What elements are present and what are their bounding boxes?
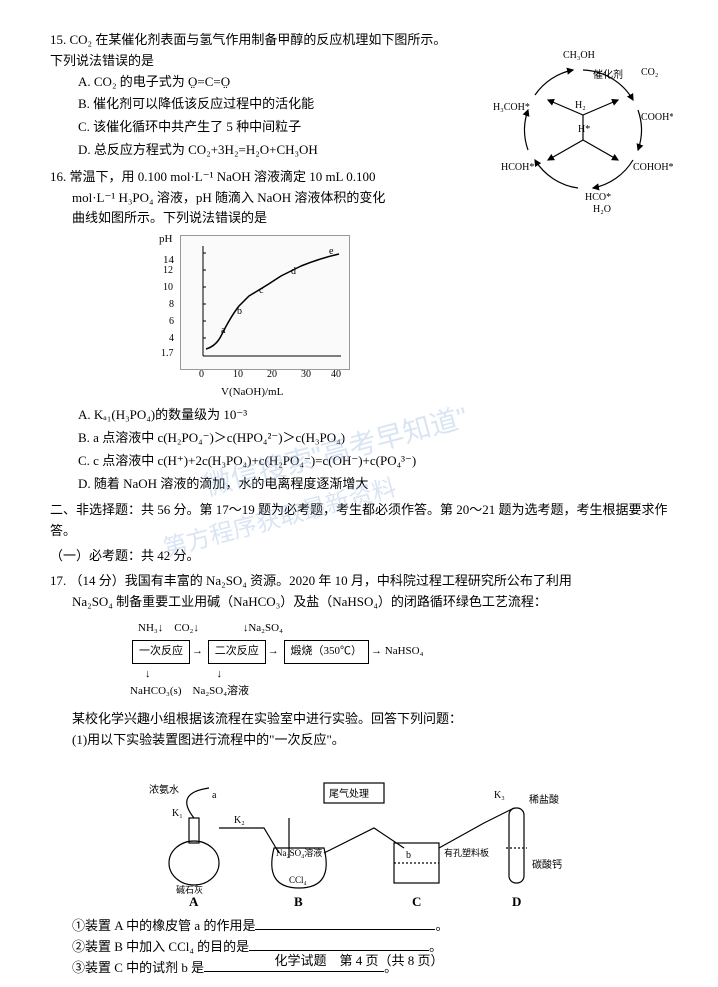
experiment-diagram: 浓氨水 K₁ K₂ a 尾气处理 K₃ 稀盐酸 Na₂SO₄溶液 CCl₄ 有孔… (134, 758, 584, 908)
q15-opt-d: D. 总反应方程式为 CO₂+3H₂=H₂O+CH₃OH (78, 140, 450, 161)
svg-text:COOH*: COOH* (641, 112, 673, 123)
chart-ylabel: pH 14 (163, 231, 174, 266)
q17-stem1: （14 分）我国有丰富的 Na₂SO₄ 资源。2020 年 10 月，中科院过程… (70, 573, 572, 588)
q15-stem: 15. (50, 32, 66, 47)
q16-opt-c: C. c 点溶液中 c(H⁺)+2c(H₃PO₄)+c(H₂PO₄⁻)=c(OH… (78, 451, 668, 472)
chart-xlabel: V(NaOH)/mL (221, 384, 283, 402)
q15-opt-c: C. 该催化循环中共产生了 5 种中间粒子 (78, 117, 450, 138)
q16-opt-b: B. a 点溶液中 c(H₂PO₄⁻)＞c(HPO₄²⁻)＞c(H₃PO₄) (78, 428, 668, 449)
q15-opt-a: A. CO₂ 的电子式为 O̤=C=O̤ (78, 72, 450, 93)
svg-text:A: A (189, 894, 199, 908)
svg-text:COHOH*: COHOH* (633, 162, 673, 173)
svg-text:有孔塑料板: 有孔塑料板 (444, 847, 489, 858)
svg-text:H₂: H₂ (575, 100, 586, 111)
svg-text:碳酸钙: 碳酸钙 (532, 858, 562, 871)
q17-blank1: ①装置 A 中的橡皮管 a 的作用是。 (72, 916, 668, 937)
ph-chart: a b c d e pH 14 12 10 8 6 4 1.7 0 10 20 … (180, 235, 350, 370)
q16-num: 16. (50, 169, 66, 184)
q17-after-flow: 某校化学兴趣小组根据该流程在实验室中进行实验。回答下列问题： (72, 709, 668, 730)
svg-text:C: C (412, 894, 421, 908)
svg-text:浓氨水: 浓氨水 (149, 783, 179, 796)
question-15: 15. CO₂ 在某催化剂表面与氢气作用制备甲醇的反应机理如下图所示。下列说法错… (50, 30, 450, 161)
svg-text:D: D (512, 894, 521, 908)
svg-text:B: B (294, 894, 303, 908)
question-17: 17. （14 分）我国有丰富的 Na₂SO₄ 资源。2020 年 10 月，中… (50, 571, 668, 613)
section-2a-heading: （一）必考题：共 42 分。 (50, 546, 668, 567)
svg-text:e: e (329, 246, 334, 257)
svg-text:催化剂: 催化剂 (593, 68, 623, 81)
svg-text:a: a (212, 790, 217, 801)
q16-opt-a: A. Kₐ₁(H₃PO₄)的数量级为 10⁻³ (78, 405, 668, 426)
svg-text:尾气处理: 尾气处理 (329, 787, 369, 800)
svg-text:K₃: K₃ (494, 790, 505, 801)
svg-text:稀盐酸: 稀盐酸 (529, 793, 559, 806)
svg-text:CH₃OH: CH₃OH (563, 50, 595, 61)
svg-text:CO₂: CO₂ (641, 67, 658, 78)
svg-text:K₂: K₂ (234, 815, 245, 826)
svg-text:HCOH*: HCOH* (501, 162, 534, 173)
q15-opt-b: B. 催化剂可以降低该反应过程中的活化能 (78, 94, 450, 115)
q17-num: 17. (50, 573, 66, 588)
svg-text:CCl₄: CCl₄ (289, 875, 307, 885)
svg-text:K₁: K₁ (172, 808, 183, 819)
q17-stem2: Na₂SO₄ 制备重要工业用碱（NaHCO₃）及盐（NaHSO₄）的闭路循环绿色… (72, 592, 668, 613)
cycle-diagram: CH₃OH 催化剂 CO₂ COOH* COHOH* HCO* H₂O HCOH… (493, 40, 673, 220)
section-2-heading: 二、非选择题：共 56 分。第 17～19 题为必考题，考生都必须作答。第 20… (50, 500, 668, 542)
q16-stem1: 常温下，用 0.100 mol·L⁻¹ NaOH 溶液滴定 10 mL 0.10… (70, 169, 376, 184)
svg-text:a: a (221, 325, 226, 336)
svg-text:d: d (291, 266, 296, 277)
svg-text:c: c (259, 285, 264, 296)
svg-text:H*: H* (578, 124, 590, 135)
svg-text:b: b (406, 850, 411, 861)
svg-text:H₂O: H₂O (593, 204, 611, 215)
q16-opt-d: D. 随着 NaOH 溶液的滴加，水的电离程度逐渐增大 (78, 474, 668, 495)
svg-text:b: b (237, 306, 242, 317)
svg-text:H₃COH*: H₃COH* (493, 102, 530, 113)
q15-stem-text: CO₂ 在某催化剂表面与氢气作用制备甲醇的反应机理如下图所示。下列说法错误的是 (50, 32, 446, 68)
page-footer: 化学试题 第 4 页（共 8 页） (0, 951, 718, 972)
svg-text:HCO*: HCO* (585, 192, 611, 203)
q17-sub1: (1)用以下实验装置图进行流程中的"一次反应"。 (72, 730, 668, 751)
svg-text:Na₂SO₄溶液: Na₂SO₄溶液 (276, 847, 322, 858)
flow-diagram: NH₃↓ CO₂↓ ↓Na₂SO₄ 一次反应→ 二次反应→ 煅烧（350℃）→ … (130, 620, 668, 700)
